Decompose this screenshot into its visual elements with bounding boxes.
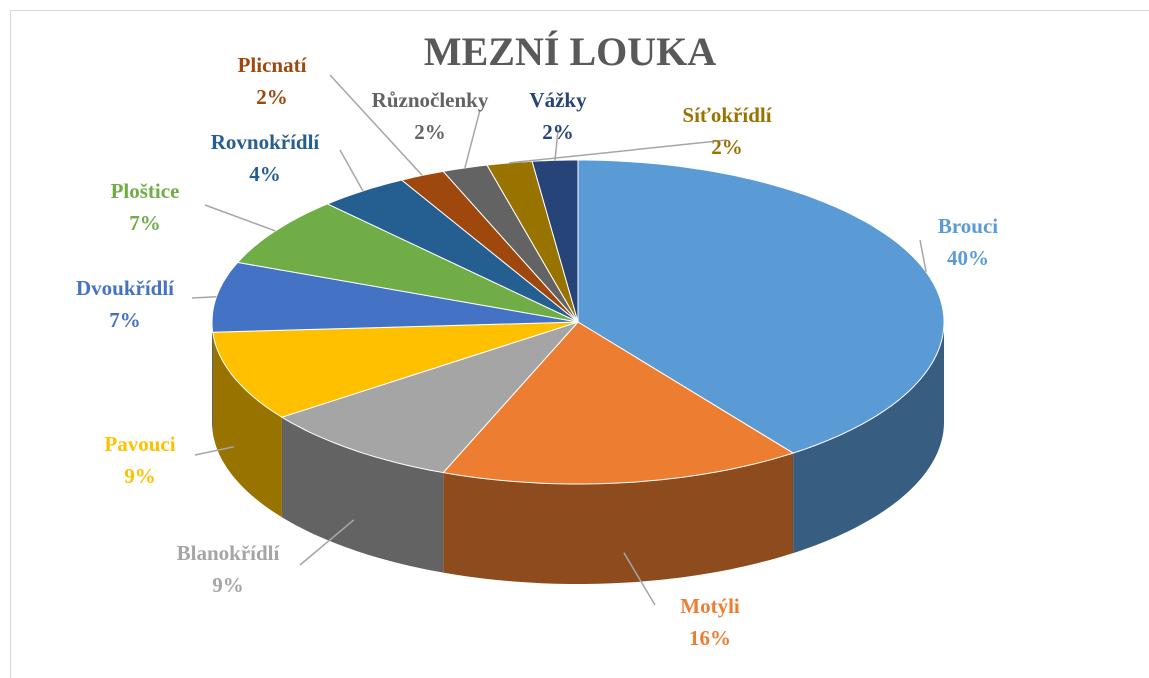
pie-slice: [326, 179, 579, 323]
data-label-name: Plicnatí: [238, 53, 308, 77]
leader-line: [509, 139, 728, 164]
pie-side: [281, 417, 444, 573]
data-label-value: 9%: [124, 464, 156, 488]
leader-line: [464, 109, 481, 169]
leader-line: [191, 295, 217, 299]
chart-title: MEZNÍ LOUKA: [424, 29, 716, 74]
data-label-value: 4%: [249, 162, 281, 186]
data-label-name: Různočlenky: [372, 88, 489, 112]
leader-line: [623, 552, 656, 606]
pie: [211, 159, 945, 584]
data-label-name: Brouci: [938, 214, 998, 238]
pie-slice: [442, 164, 579, 323]
leader-line: [554, 129, 559, 161]
pie-slice: [212, 321, 579, 418]
data-label-name: Ploštice: [111, 179, 180, 203]
pie-side: [212, 332, 282, 518]
data-label-name: Vážky: [529, 88, 587, 112]
data-label-name: Motýli: [680, 594, 740, 618]
pie-slice: [280, 320, 580, 474]
data-label-value: 2%: [542, 120, 574, 144]
leader-line: [204, 204, 276, 232]
data-label-name: Dvoukřídlí: [76, 276, 175, 300]
pie-side: [212, 322, 213, 433]
leader-line: [339, 149, 364, 192]
data-label-value: 16%: [689, 626, 731, 650]
leader-line: [919, 239, 927, 273]
data-label-value: 9%: [212, 573, 244, 597]
data-label-value: 2%: [711, 135, 743, 159]
data-label-value: 2%: [414, 120, 446, 144]
pie-slice: [442, 321, 795, 485]
data-label-name: Rovnokřídlí: [211, 130, 321, 154]
leader-line: [299, 519, 355, 566]
data-label-name: Pavouci: [104, 432, 175, 456]
data-label-name: Blanokřídlí: [177, 541, 281, 565]
leader-line: [194, 446, 234, 456]
data-label-value: 2%: [256, 85, 288, 109]
data-label-value: 40%: [947, 246, 989, 270]
leader-line: [329, 74, 423, 176]
data-label-value: 7%: [109, 308, 141, 332]
data-label-name: Síťokřídlí: [682, 103, 772, 127]
pie-side: [793, 322, 944, 554]
data-label-value: 7%: [129, 211, 161, 235]
pie-side: [443, 453, 794, 584]
